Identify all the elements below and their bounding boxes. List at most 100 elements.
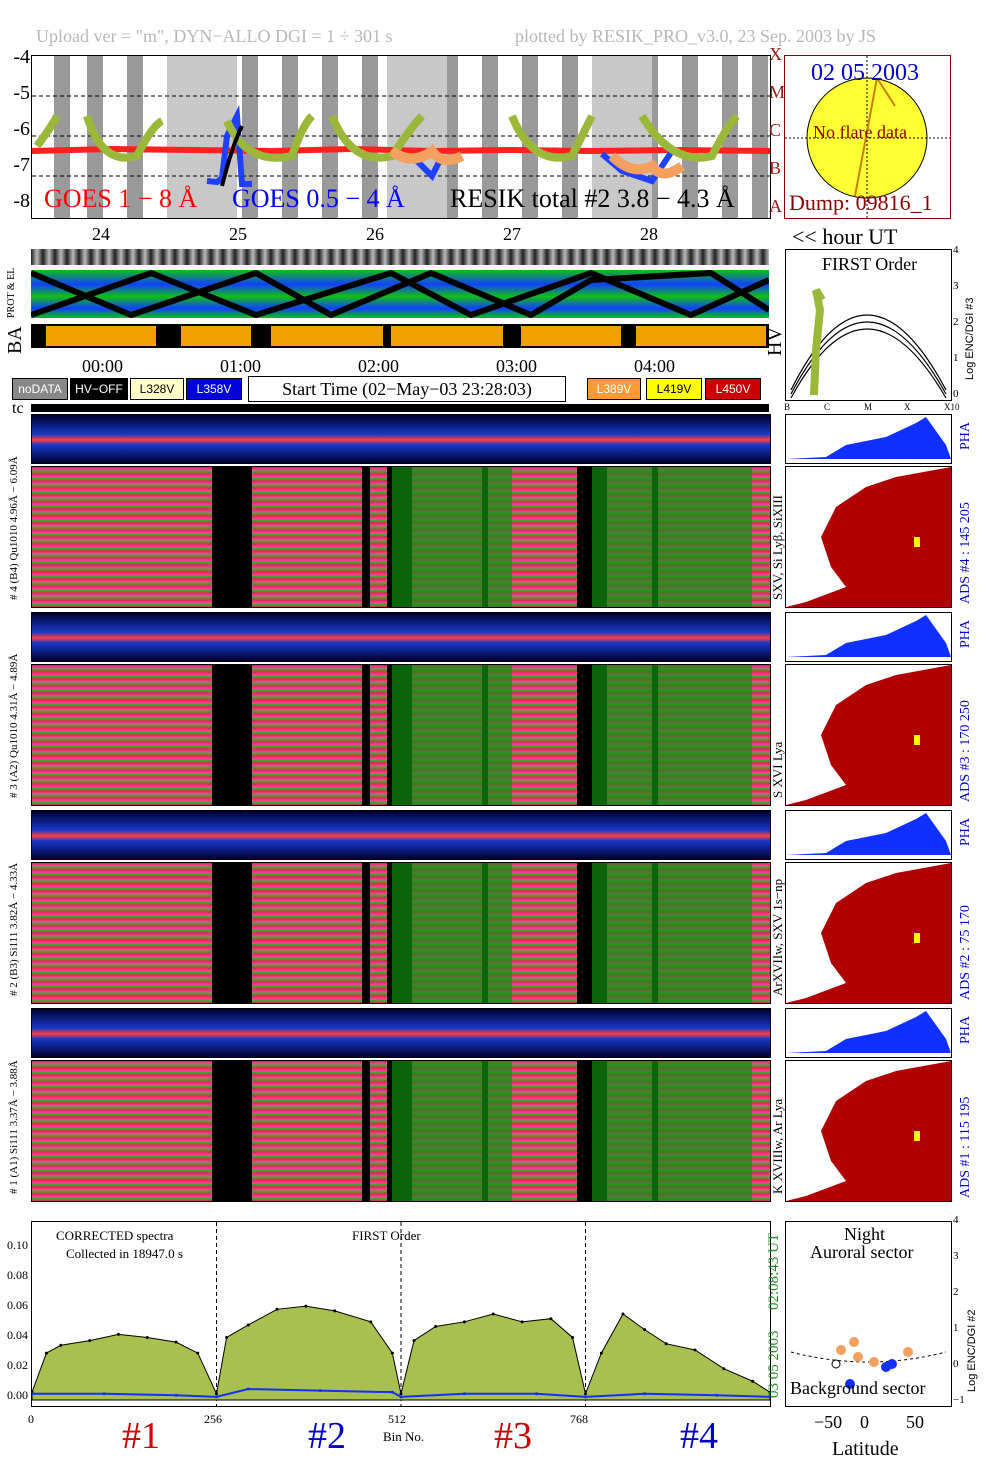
- spectrum-background-point: [174, 1393, 178, 1397]
- spectrum-background-point: [399, 1395, 403, 1399]
- pha-histogram: [786, 1011, 951, 1053]
- spectrum-date: 03 05 2003: [766, 1330, 782, 1399]
- spectrum-note-2: Collected in 18947.0 s: [66, 1246, 183, 1261]
- pha-histogram: [786, 417, 951, 459]
- spectrum-y-tick: 0.08: [7, 1268, 28, 1282]
- lat-title-2: Auroral sector: [810, 1242, 914, 1262]
- detector-left-label: # 4 (B4) Qu1010 4.96Å − 6.09Å: [8, 456, 20, 600]
- detector-gap: [362, 467, 370, 607]
- ba-segment: [46, 326, 156, 346]
- spectrum-x-label: Bin No.: [383, 1429, 425, 1444]
- goes-y-tick: -7: [13, 154, 30, 176]
- tc-label: tc: [12, 400, 24, 417]
- first-order-x-tick: M: [864, 402, 873, 412]
- spectrum-y-tick: 0.00: [7, 1388, 28, 1402]
- spectrum-background-point: [534, 1392, 538, 1396]
- spectrum-background-line: [32, 1388, 770, 1398]
- spectrum-background-point: [215, 1395, 218, 1399]
- spectrum-total-point: [643, 1328, 647, 1332]
- ads-label: ADS #2 : 75 170: [958, 905, 973, 1000]
- prot-el-label: PROT & EL: [6, 267, 17, 318]
- ads-panel: [785, 664, 952, 806]
- hv-legend-item: L389V: [587, 378, 641, 400]
- goes-y-tick: -6: [13, 118, 30, 140]
- ads-histogram: [786, 1061, 951, 1201]
- first-order-x-tick: X: [904, 402, 911, 412]
- hour-tick: 02:00: [358, 356, 400, 376]
- hv-legend-item: noDATA: [12, 378, 68, 400]
- spectrum-total-point: [491, 1312, 495, 1316]
- segment-label: #2: [308, 1415, 346, 1457]
- detector-right-label: SXV, Si Lyβ, SiXIII: [770, 495, 785, 600]
- spectrum-total-point: [246, 1323, 250, 1327]
- ba-label: BA: [4, 326, 26, 354]
- lat-x-tick: 50: [906, 1412, 924, 1432]
- spectrum-total-point: [399, 1392, 403, 1396]
- detector-gap: [362, 665, 370, 805]
- goes-band: [387, 56, 447, 218]
- detector-left-label: # 3 (A2) Qu1010 4.31Å − 4.89Å: [8, 653, 20, 798]
- goes-y-tick: -5: [13, 82, 30, 104]
- pha-panel: [785, 1008, 952, 1058]
- detector-gap: [242, 1061, 252, 1201]
- pha-histogram: [786, 813, 951, 855]
- detector-gap: [212, 467, 242, 607]
- orbit-tick: 28: [640, 224, 658, 244]
- hv-legend-item: L450V: [705, 378, 761, 400]
- ba-segment: [636, 326, 766, 346]
- first-order-y-tick: 3: [953, 280, 959, 292]
- detector-gap: [362, 1061, 370, 1201]
- spectrum-x-tick: 768: [570, 1412, 588, 1426]
- segment-label: #1: [122, 1415, 160, 1457]
- spectrum-total-point: [196, 1351, 200, 1355]
- spectrum-panel: CORRECTED spectra Collected in 18947.0 s…: [31, 1221, 771, 1407]
- spectrum-total-point: [333, 1309, 337, 1313]
- segment-label: #3: [494, 1415, 532, 1457]
- lat-y-tick: 4: [953, 1214, 959, 1226]
- ads-panel: [785, 466, 952, 608]
- spectrum-time: 02:08:43 UT: [766, 1232, 782, 1310]
- spectrum-total-point: [390, 1351, 394, 1355]
- ads-marker: [914, 537, 920, 547]
- detector-spectral-strip: [31, 810, 771, 860]
- hv-legend-item: L328V: [130, 378, 184, 400]
- first-order-x-tick: X10: [944, 402, 960, 412]
- tc-strip: [31, 404, 769, 412]
- detector-gap: [242, 467, 252, 607]
- detector-dynamic-spectrum: [31, 664, 771, 806]
- legend-goes-long: GOES 1 − 8 Å: [44, 184, 198, 213]
- ads-panel: [785, 862, 952, 1004]
- spectrum-total-point: [751, 1379, 755, 1383]
- goes-plot: [32, 56, 770, 218]
- spectrum-total-point: [768, 1390, 770, 1394]
- detector-gap: [212, 863, 242, 1003]
- spectrum-total-point: [462, 1320, 466, 1324]
- hour-tick: 03:00: [496, 356, 538, 376]
- spectrum-background-point: [462, 1392, 466, 1396]
- goes-band: [54, 56, 70, 218]
- ba-segment: [271, 326, 383, 346]
- ads-label: ADS #3 : 170 250: [958, 700, 973, 802]
- spectrum-total-point: [693, 1348, 697, 1352]
- hour-tick: 01:00: [220, 356, 262, 376]
- pha-label: PHA: [958, 421, 973, 450]
- spectrum-total-point: [116, 1332, 120, 1336]
- first-order-y-tick: 0: [953, 388, 959, 400]
- detector-green-band: [592, 467, 752, 607]
- spectrum-total-point: [520, 1320, 524, 1324]
- goes-band: [592, 56, 652, 218]
- lat-bottom: Background sector: [790, 1378, 926, 1398]
- spectrum-y-tick: 0.02: [7, 1358, 28, 1372]
- spectrum-plot: [32, 1222, 770, 1406]
- detector-green-band: [592, 1061, 752, 1201]
- goes-class-letter: A: [769, 196, 782, 216]
- spectrum-total-point: [174, 1340, 178, 1344]
- orbit-tick: 27: [503, 224, 521, 244]
- spectrum-total-point: [215, 1392, 218, 1396]
- lat-y-tick: 2: [953, 1286, 959, 1298]
- goes-class-letter: X: [769, 44, 782, 64]
- spectrum-background-point: [643, 1392, 647, 1396]
- spectrum-x-tick: 256: [204, 1412, 222, 1426]
- lat-x-label: Latitude: [832, 1438, 899, 1460]
- orbit-tick: 24: [92, 224, 110, 244]
